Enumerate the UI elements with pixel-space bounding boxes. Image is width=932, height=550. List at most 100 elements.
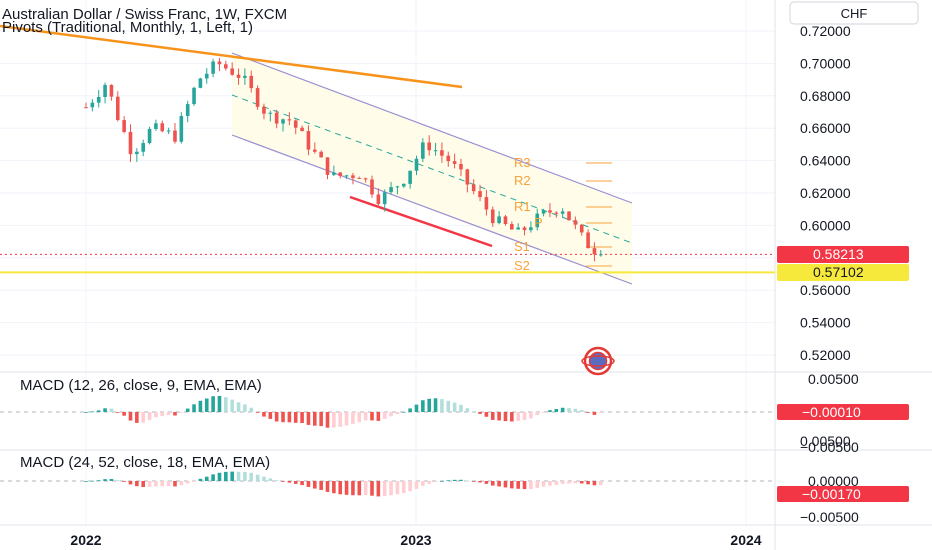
- symbol-title[interactable]: Australian Dollar / Swiss Franc, 1W, FXC…: [2, 6, 287, 23]
- macd1-bar: [211, 396, 215, 412]
- candle-body: [389, 187, 393, 193]
- macd2-bar: [376, 481, 381, 497]
- candle-body: [192, 87, 196, 105]
- macd2-bar: [427, 481, 431, 484]
- pivot-label-p: P: [534, 215, 543, 230]
- macd2-value: −0.00170: [802, 486, 861, 502]
- macd1-bar: [154, 412, 158, 418]
- candle-body: [497, 216, 501, 224]
- macd2-bar: [440, 480, 444, 482]
- macd1-bar: [109, 408, 114, 412]
- resistance-trendline: [0, 24, 463, 89]
- macd2-bar: [128, 481, 133, 485]
- channel-upper-line: [231, 52, 633, 204]
- current-price-tag: [777, 246, 909, 263]
- candle-body: [408, 170, 412, 184]
- candle-body: [293, 120, 298, 128]
- macd2-bar: [516, 481, 520, 489]
- macd1-bar: [573, 408, 578, 412]
- macd1-bar: [293, 412, 298, 423]
- macd1-bar: [281, 412, 285, 423]
- pivots-indicator-title[interactable]: Pivots (Traditional, Monthly, 1, Left, 1…: [2, 19, 253, 36]
- candle-body: [421, 142, 425, 159]
- macd2-bar: [243, 471, 247, 481]
- candle-body: [306, 131, 311, 150]
- candle-body: [236, 74, 241, 78]
- macd2-bar: [522, 481, 527, 490]
- candle-body: [243, 75, 247, 78]
- macd2-bar: [160, 481, 165, 487]
- macd1-bar: [471, 411, 476, 413]
- macd2-bar: [306, 481, 311, 487]
- macd2-bar: [268, 478, 273, 481]
- macd2-bar: [338, 481, 343, 495]
- pivot-label-r3: R3: [514, 155, 531, 170]
- macd2-bar: [313, 481, 317, 489]
- price-tick-label: 0.66000: [800, 120, 851, 136]
- time-tick-label: 2023: [400, 532, 431, 548]
- macd2-bar: [478, 481, 482, 483]
- macd1-bar: [535, 412, 540, 416]
- macd1-bar: [510, 412, 514, 422]
- candle-body: [115, 96, 120, 121]
- macd2-bar: [173, 481, 177, 487]
- candle-body: [211, 61, 215, 74]
- macd2-bar: [503, 481, 508, 488]
- macd2-value-tag: [777, 486, 909, 502]
- candle-body: [319, 151, 323, 158]
- candle-body: [217, 61, 222, 65]
- pivot-label-s2: S2: [514, 258, 530, 273]
- macd1-bar: [440, 399, 444, 412]
- candle-body: [287, 119, 292, 121]
- macd2-title[interactable]: MACD (24, 52, close, 18, EMA, EMA): [20, 454, 270, 471]
- candle-body: [84, 107, 88, 109]
- candle-body: [344, 175, 349, 177]
- macd1-bar: [490, 412, 495, 420]
- macd2-bar: [204, 476, 209, 481]
- macd1-bar: [84, 412, 88, 413]
- macd2-bar: [84, 481, 88, 482]
- price-tick-label: 0.56000: [800, 282, 851, 298]
- macd2-bar: [236, 471, 241, 481]
- macd1-value: −0.00010: [802, 404, 861, 420]
- candle-body: [510, 224, 514, 230]
- candle-body: [173, 130, 177, 142]
- candle-body: [224, 64, 228, 69]
- candle-body: [535, 213, 540, 228]
- macd1-bar: [103, 408, 107, 412]
- macd1-bar: [408, 408, 412, 412]
- macd2-bar: [154, 481, 158, 487]
- candle-body: [96, 97, 101, 103]
- macd2-bar: [382, 481, 387, 497]
- time-axis[interactable]: 2022 2023 2024: [70, 532, 761, 548]
- macd2-bar: [351, 481, 355, 496]
- macd1-bar: [135, 412, 139, 423]
- macd2-tick-top: 0.00500: [800, 433, 851, 449]
- macd2-bar: [554, 481, 559, 485]
- channel-lower-line: [231, 134, 633, 285]
- macd1-bar: [166, 412, 171, 416]
- candle-body: [440, 150, 444, 156]
- price-tick-label: 0.70000: [800, 55, 851, 71]
- currency-badge[interactable]: [789, 1, 919, 25]
- macd1-bar: [274, 412, 279, 422]
- candle-body: [255, 88, 260, 107]
- macd1-bar: [325, 412, 330, 428]
- macd1-bar: [389, 412, 393, 417]
- candle-body: [179, 116, 184, 142]
- price-axis[interactable]: 0.72000 0.70000 0.68000 0.66000 0.64000 0.620…: [800, 23, 851, 363]
- macd2-bar: [433, 481, 438, 483]
- macd2-bar: [249, 472, 254, 481]
- macd1-tick-top: 0.00500: [808, 371, 859, 387]
- macd1-bar: [185, 408, 190, 412]
- candle-body: [313, 149, 317, 152]
- candle-body: [147, 128, 152, 144]
- macd2-bar: [370, 481, 374, 496]
- macd2-bar: [255, 474, 260, 481]
- macd2-bar: [141, 481, 145, 488]
- macd1-title[interactable]: MACD (12, 26, close, 9, EMA, EMA): [20, 377, 262, 394]
- macd1-bar: [427, 398, 431, 412]
- macd2-bar: [452, 479, 457, 481]
- candle-body: [300, 127, 304, 132]
